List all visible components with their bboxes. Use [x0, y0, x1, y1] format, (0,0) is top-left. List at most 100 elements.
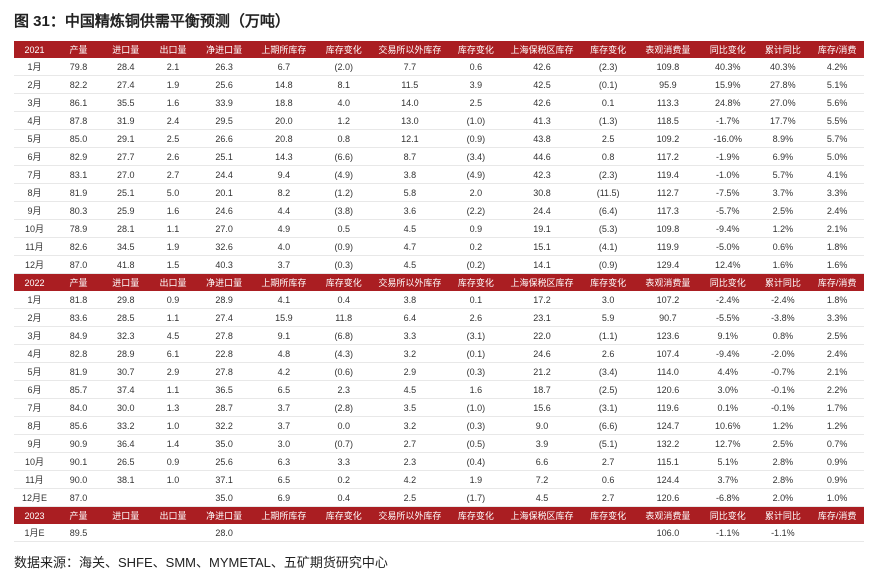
- col-header: 库存变化: [316, 274, 371, 292]
- cell: 82.8: [55, 345, 102, 363]
- cell: 10月: [14, 453, 55, 471]
- cell: 6.3: [252, 453, 317, 471]
- cell: 1.5: [149, 256, 196, 274]
- cell: 28.1: [102, 220, 149, 238]
- cell: (0.7): [316, 435, 371, 453]
- table-row: 2月82.227.41.925.614.88.111.53.942.5(0.1)…: [14, 76, 864, 94]
- cell: 4.4%: [700, 363, 755, 381]
- col-header: 同比变化: [700, 41, 755, 58]
- cell: 5.1%: [810, 76, 864, 94]
- col-header: 上海保税区库存: [503, 507, 580, 525]
- col-header: 库存变化: [448, 41, 503, 58]
- cell: 1.2%: [755, 220, 810, 238]
- cell: 0.2: [448, 238, 503, 256]
- cell: 3.0: [581, 291, 636, 309]
- cell: 6月: [14, 381, 55, 399]
- cell: 107.4: [636, 345, 701, 363]
- cell: 28.9: [102, 345, 149, 363]
- table-row: 11月82.634.51.932.64.0(0.9)4.70.215.1(4.1…: [14, 238, 864, 256]
- cell: [102, 489, 149, 507]
- table-row: 12月E87.035.06.90.42.5(1.7)4.52.7120.6-6.…: [14, 489, 864, 507]
- col-header: 净进口量: [197, 41, 252, 58]
- cell: 85.6: [55, 417, 102, 435]
- cell: 2.3: [316, 381, 371, 399]
- col-header: 2021: [14, 41, 55, 58]
- cell: 3.9: [503, 435, 580, 453]
- cell: (2.3): [581, 58, 636, 76]
- cell: 23.1: [503, 309, 580, 327]
- table-row: 6月82.927.72.625.114.3(6.6)8.7(3.4)44.60.…: [14, 148, 864, 166]
- cell: 2.9: [149, 363, 196, 381]
- cell: (6.6): [316, 148, 371, 166]
- cell: 4.5: [503, 489, 580, 507]
- cell: 0.8%: [755, 327, 810, 345]
- cell: 0.8: [316, 130, 371, 148]
- cell: 41.3: [503, 112, 580, 130]
- cell: 4.0: [316, 94, 371, 112]
- cell: 114.0: [636, 363, 701, 381]
- cell: 0.6: [581, 471, 636, 489]
- cell: 30.7: [102, 363, 149, 381]
- cell: 0.9%: [810, 471, 864, 489]
- cell: 80.3: [55, 202, 102, 220]
- cell: 0.6%: [755, 238, 810, 256]
- cell: 29.5: [197, 112, 252, 130]
- cell: 4.8: [252, 345, 317, 363]
- cell: 27.8: [197, 327, 252, 345]
- cell: (3.1): [448, 327, 503, 345]
- table-row: 12月87.041.81.540.33.7(0.3)4.5(0.2)14.1(0…: [14, 256, 864, 274]
- cell: 132.2: [636, 435, 701, 453]
- cell: -0.7%: [755, 363, 810, 381]
- cell: 2.8%: [755, 453, 810, 471]
- cell: (5.3): [581, 220, 636, 238]
- col-header: 库存变化: [316, 507, 371, 525]
- cell: [316, 524, 371, 542]
- cell: (2.2): [448, 202, 503, 220]
- cell: 8月: [14, 184, 55, 202]
- cell: (0.9): [448, 130, 503, 148]
- cell: 6.9%: [755, 148, 810, 166]
- cell: 81.9: [55, 184, 102, 202]
- cell: 0.9: [149, 291, 196, 309]
- year-header-row: 2022产量进口量出口量净进口量上期所库存库存变化交易所以外库存库存变化上海保税…: [14, 274, 864, 292]
- cell: 6.4: [371, 309, 448, 327]
- cell: 79.8: [55, 58, 102, 76]
- cell: 3.2: [371, 345, 448, 363]
- cell: (2.5): [581, 381, 636, 399]
- cell: 106.0: [636, 524, 701, 542]
- cell: 1.7%: [810, 399, 864, 417]
- cell: 5.0%: [810, 148, 864, 166]
- cell: 14.0: [371, 94, 448, 112]
- cell: 27.8%: [755, 76, 810, 94]
- cell: 109.2: [636, 130, 701, 148]
- cell: 4月: [14, 345, 55, 363]
- table-row: 5月81.930.72.927.84.2(0.6)2.9(0.3)21.2(3.…: [14, 363, 864, 381]
- cell: [503, 524, 580, 542]
- cell: 109.8: [636, 220, 701, 238]
- cell: 1.1: [149, 220, 196, 238]
- table-row: 5月85.029.12.526.620.80.812.1(0.9)43.82.5…: [14, 130, 864, 148]
- cell: 25.1: [102, 184, 149, 202]
- cell: (3.1): [581, 399, 636, 417]
- cell: 12月E: [14, 489, 55, 507]
- cell: 26.3: [197, 58, 252, 76]
- col-header: 库存变化: [316, 41, 371, 58]
- cell: (1.3): [581, 112, 636, 130]
- cell: (3.4): [448, 148, 503, 166]
- cell: 3.6: [371, 202, 448, 220]
- cell: 37.4: [102, 381, 149, 399]
- cell: 4.2: [371, 471, 448, 489]
- cell: -16.0%: [700, 130, 755, 148]
- cell: 95.9: [636, 76, 701, 94]
- cell: 1.6: [149, 94, 196, 112]
- cell: 32.6: [197, 238, 252, 256]
- cell: 82.2: [55, 76, 102, 94]
- table-row: 7月83.127.02.724.49.4(4.9)3.8(4.9)42.3(2.…: [14, 166, 864, 184]
- table-row: 8月81.925.15.020.18.2(1.2)5.82.030.8(11.5…: [14, 184, 864, 202]
- cell: 3月: [14, 327, 55, 345]
- cell: 3.7%: [700, 471, 755, 489]
- cell: 3.0: [252, 435, 317, 453]
- col-header: 库存变化: [581, 274, 636, 292]
- year-header-row: 2021产量进口量出口量净进口量上期所库存库存变化交易所以外库存库存变化上海保税…: [14, 41, 864, 58]
- cell: 6.6: [503, 453, 580, 471]
